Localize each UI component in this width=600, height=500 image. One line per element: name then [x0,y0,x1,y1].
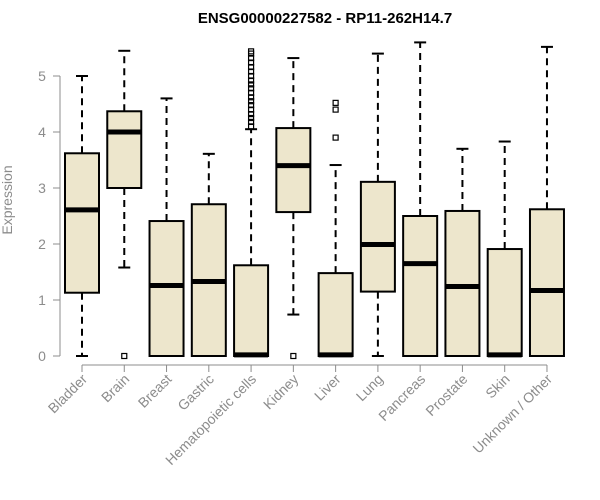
box-iqr [486,248,523,357]
box-group [64,75,100,357]
box-group [148,97,185,357]
box-group [233,48,270,358]
y-axis-label: Expression [0,165,15,234]
outlier-point [332,106,339,113]
y-axis: 0 1 2 3 4 5 [38,68,61,364]
box-iqr [148,220,185,357]
box-group [444,147,481,357]
x-tick-label: Prostate [422,371,470,419]
outlier-point [247,81,255,88]
y-tick-label: 1 [38,292,46,308]
box-group [317,99,354,358]
box-iqr [444,209,481,357]
x-tick-label: Lung [353,371,386,404]
outlier-point [247,48,255,55]
box-group [275,57,312,360]
box-iqr [275,127,312,214]
box-group [528,45,565,357]
box-iqr [402,215,439,357]
outlier-point [332,99,339,106]
x-tick-label: Pancreas [375,371,428,424]
box-group [190,152,227,357]
x-tick-label: Skin [482,371,513,402]
outlier-point [247,85,255,92]
box-iqr [528,208,565,357]
box-iqr [359,180,396,293]
outlier-point [247,98,255,105]
box-iqr [64,152,100,294]
x-tick-label: Brain [98,371,132,405]
y-tick-label: 0 [38,348,46,364]
x-tick-label: Liver [311,371,344,404]
outlier-point [290,352,297,360]
box-iqr [233,264,270,357]
outlier-point [247,102,255,109]
y-tick-label: 3 [38,180,46,196]
box-iqr [106,110,143,189]
outlier-point [121,352,128,360]
x-tick-label: Bladder [45,371,91,417]
box-group [486,140,523,358]
outlier-point [247,118,255,126]
y-tick-label: 5 [38,68,46,84]
box-iqr [317,272,354,357]
chart-title: ENSG00000227582 - RP11-262H14.7 [198,10,452,27]
y-tick-label: 4 [38,124,46,140]
x-tick-label: Kidney [260,371,302,413]
y-tick-label: 2 [38,236,46,252]
box-group [359,52,396,357]
outlier-point [332,134,339,141]
outlier-point [247,114,255,122]
box-group [402,41,439,357]
box-group [106,49,143,360]
x-tick-label: Breast [135,371,175,411]
box-series [64,41,565,360]
x-tick-label: Unknown / Other [469,371,555,457]
